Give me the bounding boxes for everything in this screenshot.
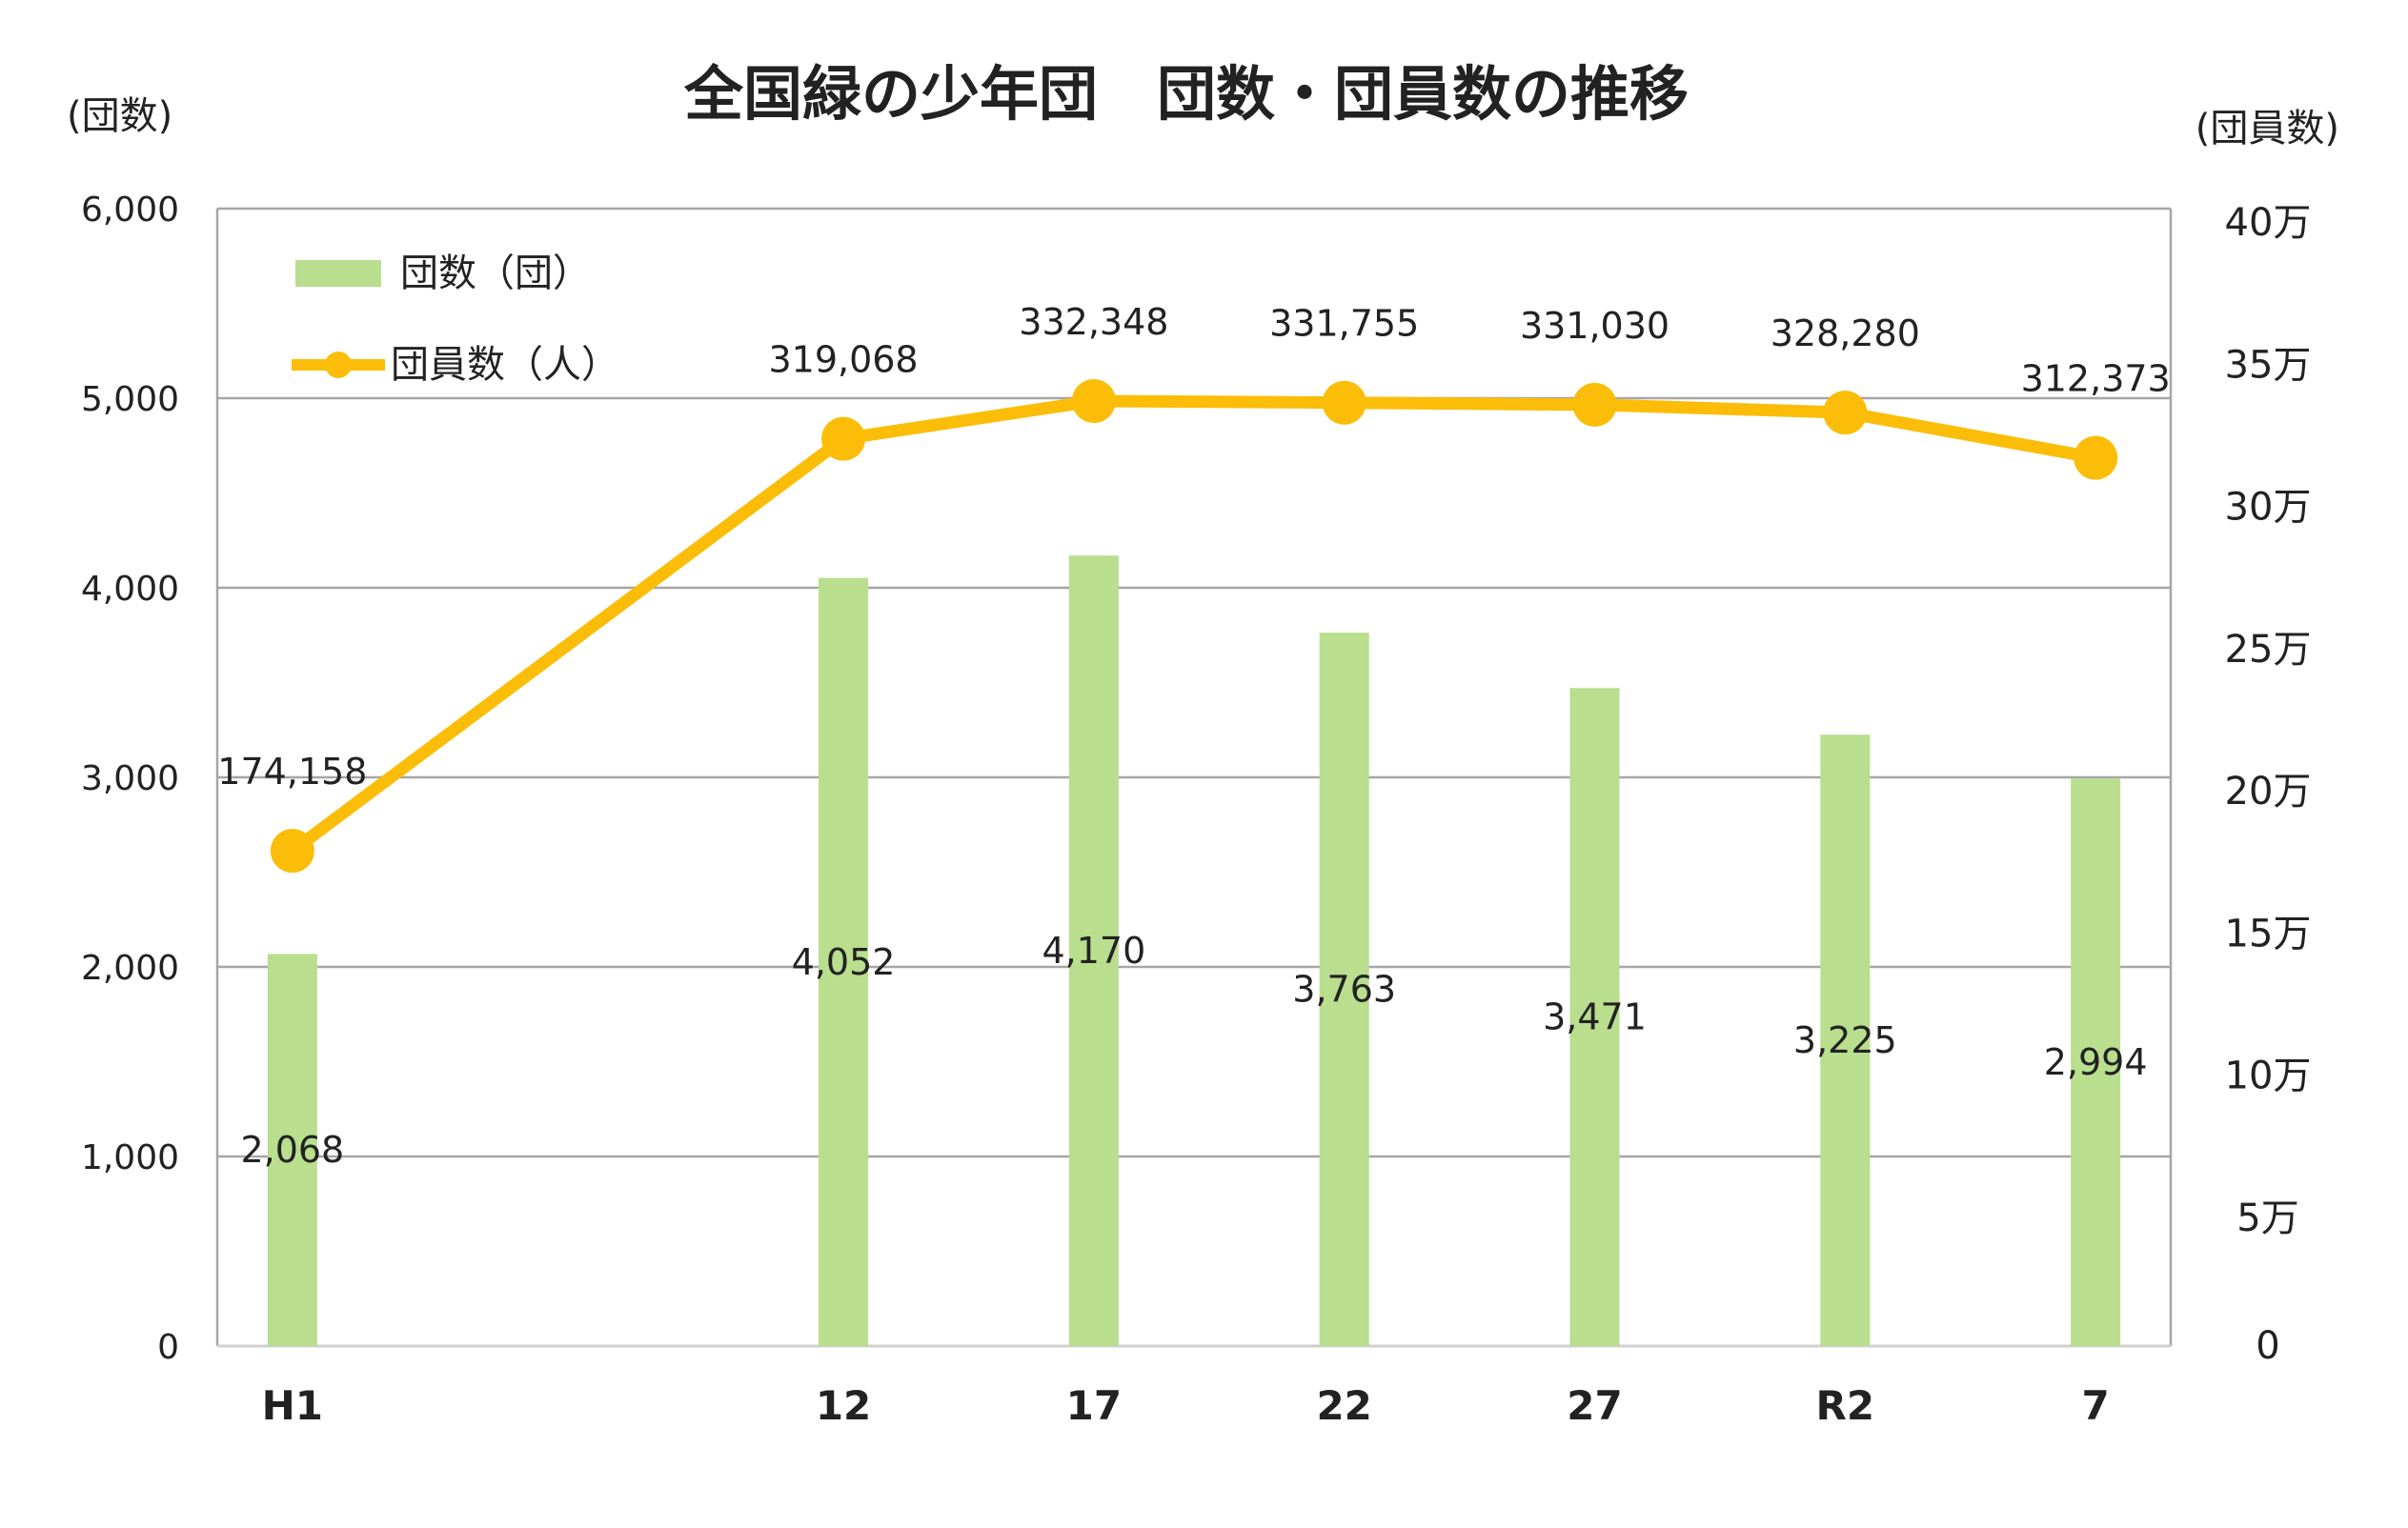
left-tick-label: 0: [157, 1328, 179, 1367]
line-point: [1071, 378, 1116, 423]
left-tick-label: 5,000: [81, 380, 179, 419]
x-tick-label: 12: [816, 1382, 871, 1429]
right-tick-label: 5万: [2236, 1196, 2298, 1240]
line-data-label: 312,373: [2021, 358, 2171, 400]
line-data-label: 174,158: [217, 751, 367, 793]
right-tick-label: 10万: [2225, 1055, 2312, 1098]
chart-title: 全国緑の少年団 団数・団員数の推移: [683, 59, 1689, 129]
bar-data-label: 4,170: [1042, 930, 1145, 972]
bar: [1319, 633, 1369, 1346]
bar: [1569, 688, 1620, 1346]
right-tick-label: 25万: [2225, 628, 2312, 672]
line-data-label: 328,280: [1771, 312, 1920, 354]
bar-data-label: 3,471: [1543, 996, 1647, 1038]
x-tick-label: 27: [1567, 1382, 1622, 1429]
bar: [1068, 555, 1119, 1346]
line-data-label: 319,068: [768, 339, 918, 381]
line-data-label: 331,755: [1269, 303, 1419, 345]
right-tick-label: 15万: [2225, 912, 2312, 955]
right-tick-label: 35万: [2225, 343, 2312, 387]
x-tick-label: R2: [1816, 1382, 1875, 1429]
left-tick-label: 6,000: [81, 191, 179, 230]
right-axis-unit: (団員数): [2196, 107, 2339, 151]
legend-bar-label: 団数（団）: [400, 251, 591, 295]
right-tick-label: 30万: [2225, 486, 2312, 530]
x-tick-label: 17: [1066, 1382, 1122, 1429]
line-data-label: 331,030: [1520, 305, 1669, 347]
data-labels: 2,068 4,052 4,170 3,763 3,471 3,225 2,994 174,1…: [217, 301, 2170, 1171]
right-tick-label: 0: [2256, 1324, 2279, 1368]
legend-line-marker: [325, 352, 352, 378]
left-tick-label: 1,000: [81, 1138, 179, 1177]
bar: [267, 954, 317, 1346]
right-axis: 0 5万 10万 15万 20万 25万 30万 35万 40万: [2225, 201, 2312, 1368]
line-point: [1823, 391, 1868, 435]
line-point: [821, 416, 866, 461]
left-tick-label: 2,000: [81, 949, 179, 988]
line-data-label: 332,348: [1019, 301, 1168, 343]
x-tick-label: H1: [262, 1382, 323, 1429]
line-point: [270, 829, 314, 874]
line-point: [2074, 435, 2118, 480]
gridlines: [215, 207, 2173, 1348]
line-point: [1322, 380, 1366, 425]
left-tick-label: 4,000: [81, 570, 179, 609]
legend-bar-swatch: [295, 260, 381, 287]
right-tick-label: 40万: [2225, 201, 2312, 245]
bar-data-label: 3,763: [1292, 969, 1396, 1011]
bar-data-label: 3,225: [1793, 1019, 1897, 1061]
bar-data-label: 4,052: [792, 941, 896, 983]
bar-data-label: 2,994: [2044, 1041, 2148, 1083]
x-tick-label: 7: [2082, 1382, 2110, 1429]
line-point: [1572, 382, 1617, 427]
legend-line-label: 団員数（人）: [391, 343, 619, 387]
legend: 団数（団） 団員数（人）: [292, 251, 619, 387]
bar: [1820, 734, 1871, 1346]
left-axis: 0 1,000 2,000 3,000 4,000 5,000 6,000: [81, 191, 179, 1367]
bar-data-label: 2,068: [240, 1129, 344, 1171]
right-tick-label: 20万: [2225, 770, 2312, 814]
x-tick-label: 22: [1316, 1382, 1371, 1429]
left-axis-unit: (団数): [67, 94, 172, 138]
left-tick-label: 3,000: [81, 759, 179, 798]
x-axis: H1 12 17 22 27 R2 7: [262, 1382, 2110, 1429]
line-series: [270, 378, 2118, 874]
bar-series: [267, 555, 2121, 1346]
bar: [819, 577, 869, 1346]
bar: [2071, 778, 2121, 1346]
